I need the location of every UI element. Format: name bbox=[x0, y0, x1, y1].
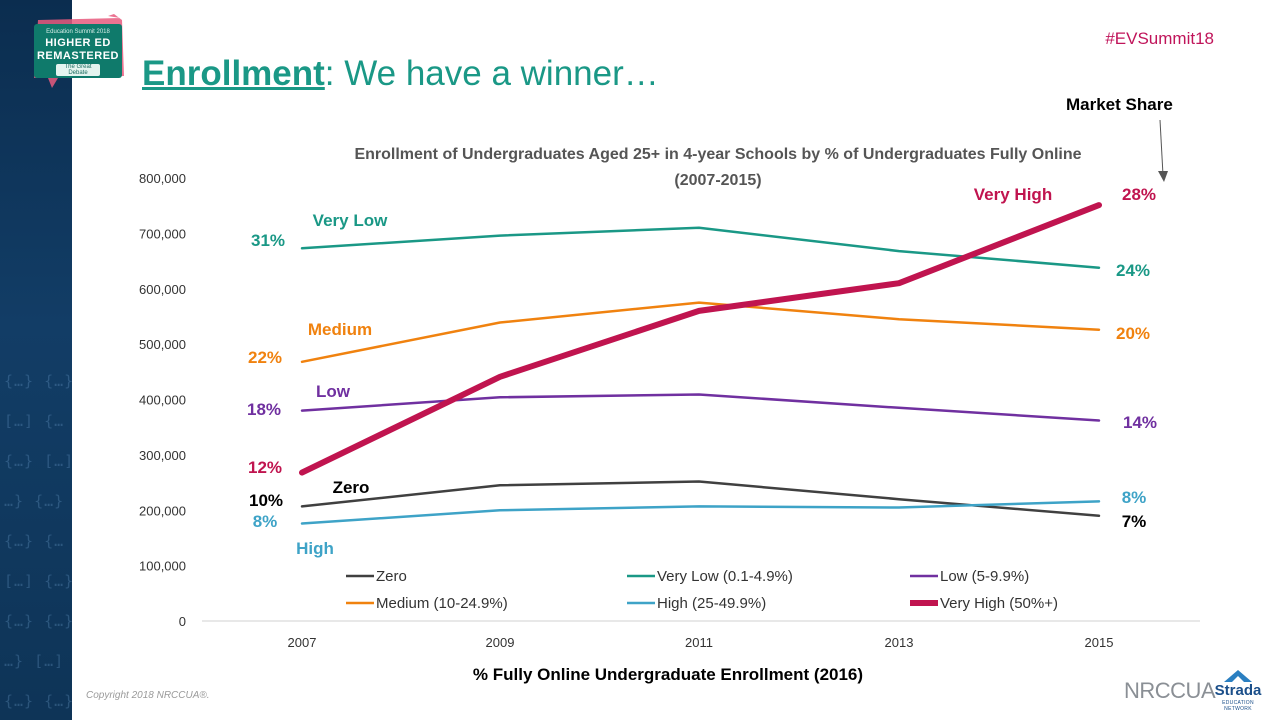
slide-title-rest: : We have a winner… bbox=[324, 54, 659, 93]
start-share-zero: 10% bbox=[249, 491, 283, 510]
end-share-very-low: 24% bbox=[1116, 261, 1150, 280]
bracket-pattern: …} […] bbox=[4, 652, 65, 670]
bracket-pattern: […] {… bbox=[4, 412, 65, 430]
strada-name: Strada bbox=[1214, 682, 1262, 699]
bracket-pattern: {…} {…} bbox=[4, 692, 75, 710]
series-line-very-low bbox=[300, 226, 1101, 269]
end-share-low: 14% bbox=[1123, 413, 1157, 432]
slide-title: Enrollment: We have a winner… bbox=[142, 54, 659, 94]
series-name-very-low: Very Low bbox=[313, 211, 388, 230]
chart-title-line-1: Enrollment of Undergraduates Aged 25+ in… bbox=[354, 146, 1081, 163]
summit-logo: Education Summit 2018 HIGHER ED REMASTER… bbox=[28, 14, 128, 90]
market-share-label: Market Share bbox=[1066, 95, 1173, 114]
slide-title-key: Enrollment bbox=[142, 54, 325, 93]
copyright-text: Copyright 2018 NRCCUA®. bbox=[86, 690, 210, 701]
start-share-medium: 22% bbox=[248, 348, 282, 367]
hashtag: #EVSummit18 bbox=[1105, 29, 1214, 48]
chart-title-line-2: (2007-2015) bbox=[674, 172, 761, 189]
start-share-high: 8% bbox=[253, 512, 278, 531]
series-line-low bbox=[300, 393, 1101, 422]
x-tick-label: 2009 bbox=[486, 635, 515, 650]
legend-label-zero: Zero bbox=[376, 568, 407, 585]
y-tick-label: 0 bbox=[179, 614, 186, 629]
bracket-pattern: {…} […] bbox=[4, 452, 75, 470]
logo-line-1: Education Summit 2018 bbox=[46, 29, 110, 35]
end-share-zero: 7% bbox=[1122, 512, 1147, 531]
y-tick-label: 700,000 bbox=[139, 226, 186, 241]
strada-mark-icon bbox=[1224, 670, 1252, 682]
strada-subtitle: EDUCATION NETWORK bbox=[1222, 700, 1254, 712]
series-line-medium bbox=[300, 301, 1101, 364]
bracket-pattern: {…} {… bbox=[4, 532, 65, 550]
y-tick-label: 200,000 bbox=[139, 503, 186, 518]
start-share-low: 18% bbox=[247, 400, 281, 419]
y-tick-label: 400,000 bbox=[139, 393, 186, 408]
legend-label-low: Low (5-9.9%) bbox=[940, 568, 1029, 585]
series-layer bbox=[299, 202, 1102, 525]
start-share-very-high: 12% bbox=[248, 458, 282, 477]
bracket-pattern: […] {…} bbox=[4, 572, 75, 590]
series-line-zero bbox=[300, 480, 1101, 518]
y-tick-label: 600,000 bbox=[139, 282, 186, 297]
legend-label-very-high: Very High (50%+) bbox=[940, 595, 1058, 612]
label-layer: Zero 10% 7% Very Low 31% 24% Low 18% 14% Medium 22… bbox=[247, 185, 1157, 558]
nrccua-logo: NRCCUA bbox=[1124, 678, 1216, 703]
x-tick-label: 2013 bbox=[885, 635, 914, 650]
end-share-very-high: 28% bbox=[1122, 185, 1156, 204]
legend-label-very-low: Very Low (0.1-4.9%) bbox=[657, 568, 793, 585]
x-tick-label: 2011 bbox=[685, 635, 713, 650]
logo-line-2: HIGHER ED bbox=[45, 37, 111, 49]
x-tick-label: 2015 bbox=[1085, 635, 1114, 650]
bracket-pattern: …} {…} bbox=[4, 492, 65, 510]
y-tick-label: 500,000 bbox=[139, 337, 186, 352]
legend: Zero Very Low (0.1-4.9%) Low (5-9.9%) Mediu… bbox=[346, 568, 1058, 612]
end-share-high: 8% bbox=[1122, 488, 1147, 507]
series-name-very-high: Very High bbox=[974, 185, 1052, 204]
start-share-very-low: 31% bbox=[251, 231, 285, 250]
logo-line-3: REMASTERED bbox=[36, 50, 119, 62]
market-share-arrow-line bbox=[1159, 119, 1164, 176]
series-name-high: High bbox=[296, 539, 334, 558]
x-axis-title: % Fully Online Undergraduate Enrollment … bbox=[473, 665, 863, 684]
end-share-medium: 20% bbox=[1116, 324, 1150, 343]
axis-layer: 0 100,000 200,000 300,000 400,000 500,000 600,… bbox=[139, 171, 1200, 650]
y-tick-label: 800,000 bbox=[139, 171, 186, 186]
left-decorative-strip: {…} {…} […] {… {…} […] …} {…} {…} {… […]… bbox=[0, 0, 75, 720]
x-tick-label: 2007 bbox=[288, 635, 317, 650]
series-line-high bbox=[300, 500, 1101, 525]
series-line-very-high bbox=[299, 202, 1102, 476]
series-name-medium: Medium bbox=[308, 320, 372, 339]
series-name-zero: Zero bbox=[333, 478, 370, 497]
y-tick-label: 100,000 bbox=[139, 559, 186, 574]
legend-label-high: High (25-49.9%) bbox=[657, 595, 766, 612]
series-name-low: Low bbox=[316, 382, 351, 401]
legend-label-medium: Medium (10-24.9%) bbox=[376, 595, 508, 612]
y-tick-label: 300,000 bbox=[139, 448, 186, 463]
logo-line-4: The Great Debate bbox=[56, 64, 100, 76]
strada-logo: Strada EDUCATION NETWORK bbox=[1208, 668, 1268, 712]
market-share-arrow-head bbox=[1158, 171, 1168, 182]
bracket-pattern: {…} {…} bbox=[4, 612, 75, 630]
bracket-pattern: {…} {…} bbox=[4, 372, 75, 390]
